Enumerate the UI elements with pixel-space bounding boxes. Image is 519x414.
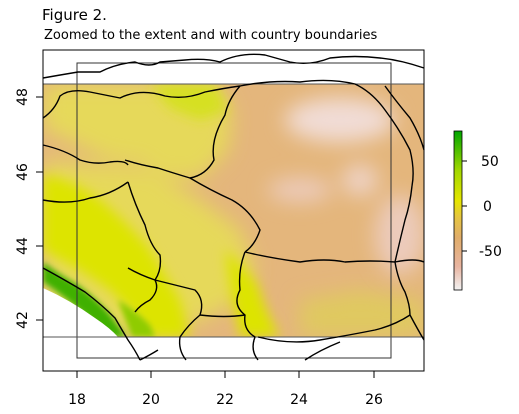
extent-box [76, 62, 392, 359]
boundary-south [139, 341, 341, 361]
y-tick-label: 42 [15, 311, 31, 329]
boundary-north [42, 53, 425, 79]
legend-tick-label: -50 [479, 244, 502, 260]
legend-tick-label: 50 [481, 154, 499, 170]
boundary-montenegro [127, 267, 158, 313]
boundary-croatia-bosnia [42, 181, 129, 203]
legend-tick-label: 0 [483, 199, 492, 215]
x-tick-label: 24 [290, 392, 308, 408]
boundary-serbia-romania [189, 177, 261, 253]
y-tick-label: 48 [15, 88, 31, 106]
boundary-coast [42, 267, 141, 361]
boundary-bulgaria-south [257, 314, 411, 343]
high-zone [43, 262, 155, 337]
boundary-romania-north [239, 79, 414, 187]
boundary-hungary-east [124, 85, 241, 179]
legend-colorbar [453, 130, 463, 291]
elevation-raster [43, 84, 424, 337]
plot-frame [42, 49, 425, 372]
plain-zone [268, 98, 424, 275]
y-tick-label: 46 [15, 163, 31, 181]
boundary-moldova [384, 85, 425, 151]
sea-area [43, 288, 118, 337]
x-tick-label: 20 [142, 392, 160, 408]
figure-subtitle: Zoomed to the extent and with country bo… [44, 28, 378, 43]
boundary-bosnia-serbia [127, 181, 162, 281]
boundary-croatia-hungary [42, 144, 129, 166]
country-boundaries [42, 53, 425, 361]
y-tick-label: 44 [15, 237, 31, 255]
boundary-hungary-slovakia [42, 85, 241, 119]
x-tick-label: 26 [365, 392, 383, 408]
y-axis: 42 44 46 48 [15, 88, 43, 329]
x-tick-label: 22 [216, 392, 234, 408]
boundary-macedonia [199, 314, 246, 318]
boundary-romania-bulgaria [244, 251, 425, 263]
boundary-black-sea [394, 185, 425, 341]
elevation-legend: 50 0 -50 [453, 130, 502, 291]
x-tick-label: 18 [68, 392, 86, 408]
figure-label: Figure 2. [42, 6, 107, 24]
x-axis: 18 20 22 24 26 [68, 371, 383, 408]
